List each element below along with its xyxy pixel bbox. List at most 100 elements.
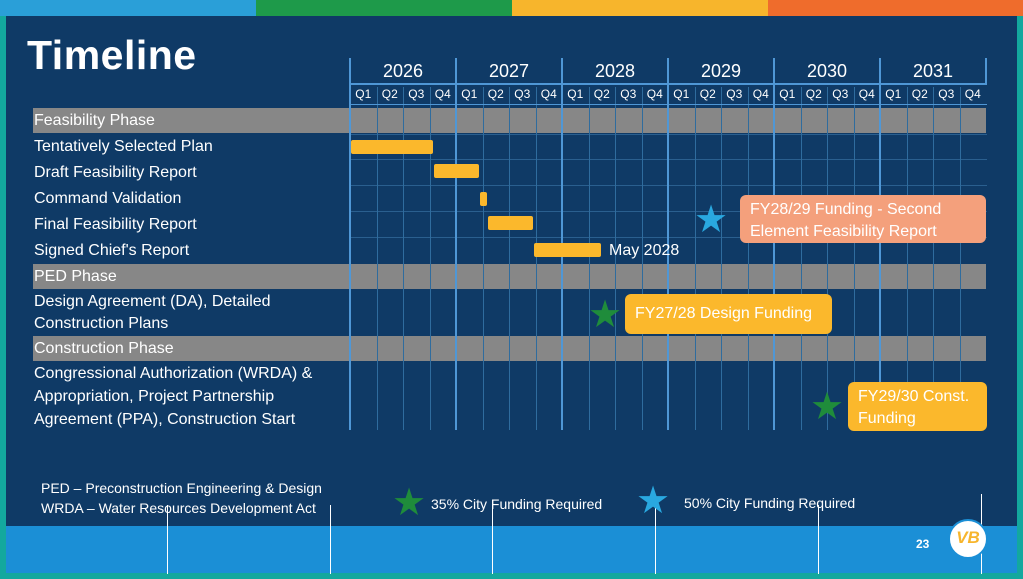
year-label: 2029 <box>700 61 742 81</box>
callout-line: Funding <box>858 410 916 427</box>
note-wrda: WRDA – Water Resources Development Act <box>41 500 316 516</box>
year-label: 2031 <box>912 61 954 81</box>
callout-design-funding: FY27/28 Design Funding <box>625 294 832 334</box>
task-label-congress-3: Agreement (PPA), Construction Start <box>34 411 296 428</box>
quarter-label: Q3 <box>726 87 743 101</box>
quarter-gridline <box>588 87 590 430</box>
quarter-label: Q2 <box>381 87 398 101</box>
quarter-gridline <box>641 87 643 430</box>
logo: VB <box>948 519 988 559</box>
task-label-tsp: Tentatively Selected Plan <box>34 138 213 155</box>
page-title: Timeline <box>27 32 197 78</box>
phase-label-ped: PED Phase <box>34 268 117 285</box>
divider-line <box>492 505 493 574</box>
task-label-design-1: Design Agreement (DA), Detailed <box>34 293 271 310</box>
task-label-congress-1: Congressional Authorization (WRDA) & <box>34 365 313 382</box>
year-label: 2028 <box>594 61 636 81</box>
quarter-label: Q4 <box>540 87 557 101</box>
right-border <box>1017 0 1023 579</box>
year-gridline <box>773 58 775 430</box>
quarter-label: Q1 <box>355 87 372 101</box>
quarter-label: Q3 <box>514 87 531 101</box>
gantt-bar-final <box>488 216 533 230</box>
quarter-label: Q2 <box>699 87 716 101</box>
quarter-label: Q2 <box>911 87 928 101</box>
quarter-gridline <box>853 87 855 430</box>
task-label-draft: Draft Feasibility Report <box>34 164 197 181</box>
gantt-bar-tsp <box>351 140 433 154</box>
quarter-gridline <box>959 87 961 430</box>
quarter-gridline <box>827 87 828 430</box>
callout-line: Element Feasibility Report <box>750 223 937 240</box>
note-ped: PED – Preconstruction Engineering & Desi… <box>41 480 322 496</box>
quarter-gridline <box>933 87 934 430</box>
page-number: 23 <box>916 537 930 551</box>
quarter-gridline <box>376 87 378 430</box>
quarter-gridline <box>403 87 404 430</box>
quarter-gridline <box>615 87 616 430</box>
year-gridline <box>985 58 987 85</box>
quarter-label: Q4 <box>646 87 663 101</box>
bottom-border <box>0 573 1023 579</box>
legend-green-label: 35% City Funding Required <box>431 496 603 512</box>
quarter-gridline <box>747 87 749 430</box>
quarter-gridline <box>509 87 510 430</box>
task-label-command: Command Validation <box>34 190 182 207</box>
quarter-gridline <box>721 87 722 430</box>
quarter-label: Q1 <box>673 87 690 101</box>
quarter-label: Q4 <box>858 87 875 101</box>
task-label-chief: Signed Chief's Report <box>34 242 190 259</box>
quarter-label: Q4 <box>434 87 451 101</box>
divider-line <box>167 505 168 574</box>
gantt-bar-command <box>480 192 487 206</box>
quarter-label: Q2 <box>805 87 822 101</box>
year-gridline <box>879 58 881 430</box>
legend-blue-label: 50% City Funding Required <box>684 495 856 511</box>
callout-line: FY29/30 Const. <box>858 388 970 405</box>
footer-bar <box>6 526 1017 573</box>
quarter-label: Q3 <box>408 87 425 101</box>
green-star-icon: ★ <box>810 386 845 428</box>
left-border <box>0 0 6 579</box>
year-label: 2030 <box>806 61 848 81</box>
phase-label-feasibility: Feasibility Phase <box>34 112 155 129</box>
quarter-gridline <box>535 87 537 430</box>
task-label-congress-2: Appropriation, Project Partnership <box>34 388 275 405</box>
milestone-label: May 2028 <box>609 242 680 259</box>
year-label: 2026 <box>382 61 424 81</box>
year-gridline <box>349 58 351 430</box>
quarter-gridline <box>482 87 484 430</box>
quarter-label: Q3 <box>620 87 637 101</box>
quarter-label: Q2 <box>593 87 610 101</box>
quarter-label: Q4 <box>752 87 769 101</box>
callout-second-element: FY28/29 Funding - Second Element Feasibi… <box>740 195 986 243</box>
year-gridline <box>667 58 669 430</box>
legend-blue-star-icon: ★ <box>636 480 671 522</box>
quarter-label: Q1 <box>461 87 478 101</box>
blue-star-icon: ★ <box>694 199 729 241</box>
callout-const-funding: FY29/30 Const. Funding <box>848 382 987 431</box>
quarter-gridline <box>429 87 431 430</box>
quarter-label: Q2 <box>487 87 504 101</box>
task-label-design-2: Construction Plans <box>34 315 169 332</box>
legend-green-star-icon: ★ <box>392 482 427 524</box>
quarter-label: Q1 <box>885 87 902 101</box>
quarter-label: Q3 <box>938 87 955 101</box>
quarter-gridline <box>800 87 802 430</box>
callout-line: FY28/29 Funding - Second <box>750 201 942 218</box>
quarter-label: Q3 <box>832 87 849 101</box>
quarter-label: Q1 <box>779 87 796 101</box>
year-label: 2027 <box>488 61 530 81</box>
quarter-label: Q4 <box>964 87 981 101</box>
divider-line <box>818 505 819 574</box>
logo-text: VB <box>956 528 980 547</box>
task-label-final: Final Feasibility Report <box>34 216 197 233</box>
quarter-gridline <box>906 87 908 430</box>
green-star-icon: ★ <box>588 294 623 336</box>
color-stripe <box>0 0 1023 16</box>
gantt-bar-draft <box>434 164 479 178</box>
phase-label-construction: Construction Phase <box>34 340 174 357</box>
divider-line <box>655 505 656 574</box>
callout-line: FY27/28 Design Funding <box>635 305 812 322</box>
